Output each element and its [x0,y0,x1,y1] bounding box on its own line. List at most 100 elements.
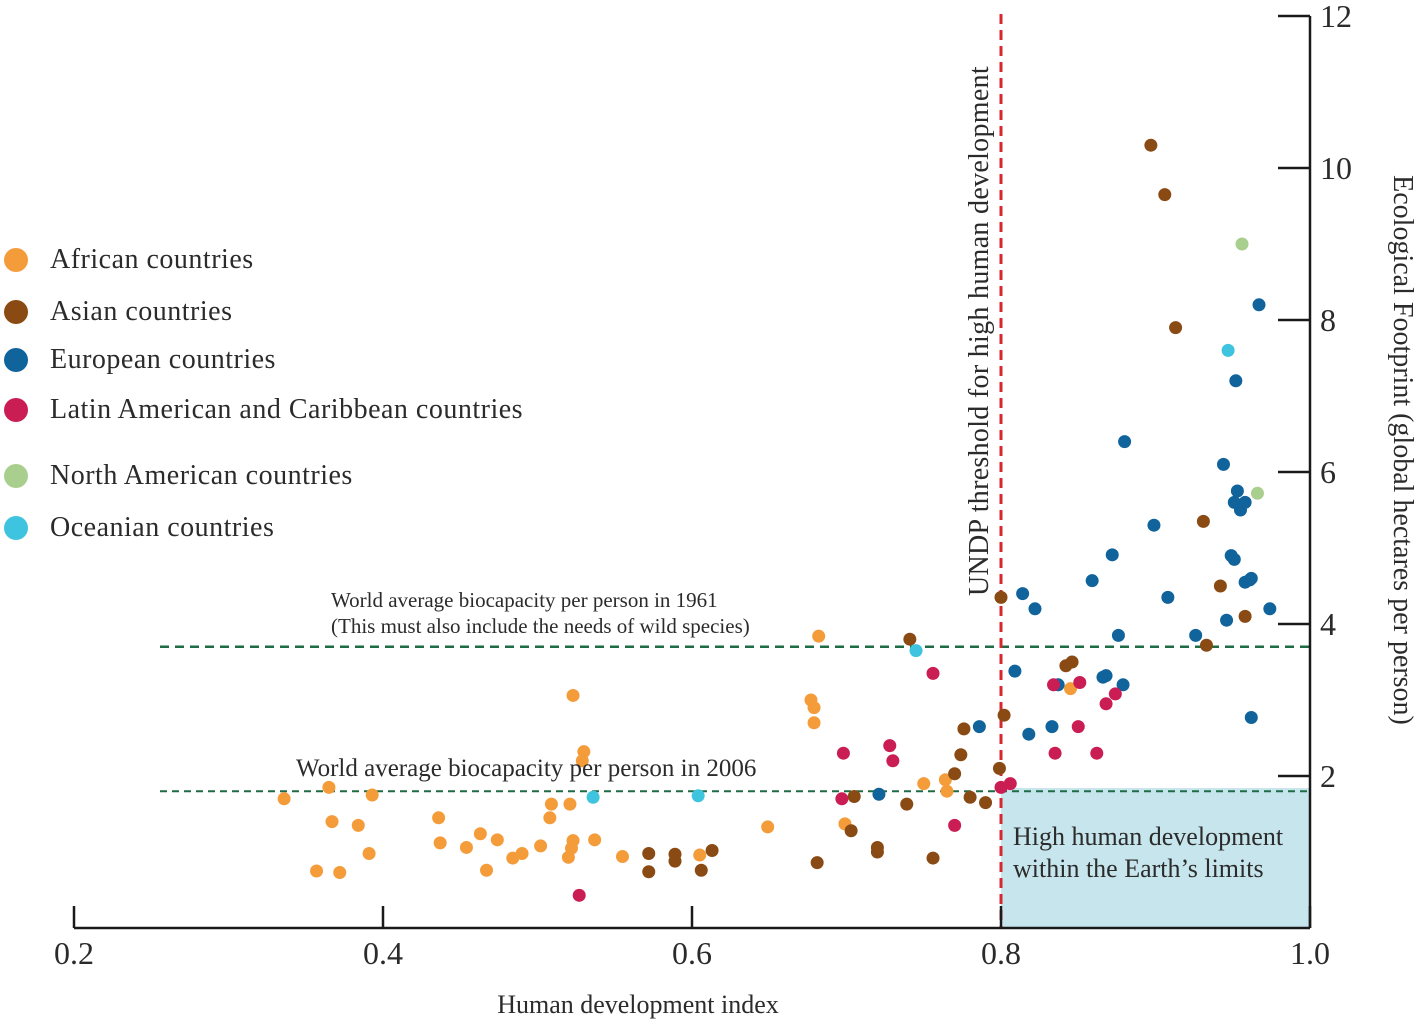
data-point [694,863,708,877]
data-point [1144,138,1158,152]
legend-item: Asian countries [4,295,232,329]
legend-label: Latin American and Caribbean countries [50,394,524,425]
data-point [693,848,707,862]
data-point [1216,457,1230,471]
high-development-zone [1001,788,1310,928]
data-point [1108,687,1122,701]
legend-marker [4,248,28,272]
data-point [1008,664,1022,678]
y-tick-label: 4 [1320,606,1336,642]
y-tick-label: 6 [1320,454,1336,490]
data-point [333,866,347,880]
data-point [322,780,336,794]
data-point [1064,682,1078,696]
data-point [1099,669,1113,683]
data-point [277,792,291,806]
data-point [1118,435,1132,449]
data-point [473,827,487,841]
data-point [642,865,656,879]
data-point [351,818,365,832]
series-1 [642,138,1252,879]
data-point [325,815,339,829]
data-point [979,796,993,810]
data-point [1263,602,1277,616]
data-point [1022,727,1036,741]
data-point [572,888,586,902]
data-point [310,864,324,878]
x-tick-label: 1.0 [1290,935,1330,971]
y-tick-label: 12 [1320,0,1352,34]
legend-marker [4,300,28,324]
data-point [362,847,376,861]
data-point [1221,343,1235,357]
box-label-line-2: within the Earth’s limits [1013,854,1264,883]
series-3 [572,666,1122,902]
series-0 [277,629,1078,880]
data-point [566,688,580,702]
data-point [1085,574,1099,588]
data-point [1196,514,1210,528]
legend-item: Latin American and Caribbean countries [4,393,523,427]
data-point [963,790,977,804]
data-point [940,784,954,798]
data-point [1111,628,1125,642]
data-point [938,773,952,787]
data-point [642,847,656,861]
data-point [900,797,914,811]
data-point [1220,613,1234,627]
data-point [1252,298,1266,312]
legend-item: North American countries [4,459,353,493]
data-point [812,629,826,643]
series-4 [1235,237,1264,500]
data-point [886,754,900,768]
biocapacity-2006-label: World average biocapacity per person in … [296,755,756,782]
data-point [872,787,886,801]
data-point [1229,374,1243,388]
y-axis-label: Ecological Footprint (global hectares pe… [1387,175,1416,725]
data-point [577,745,591,759]
data-point [615,850,629,864]
data-point [566,834,580,848]
biocapacity-1961-label: World average biocapacity per person in … [331,588,718,612]
data-point [1189,628,1203,642]
legend-marker [4,348,28,372]
data-point [844,824,858,838]
data-point [1045,720,1059,734]
data-point [948,818,962,832]
legend-label: North American countries [50,460,353,491]
data-point [836,746,850,760]
y-tick-label: 10 [1320,150,1352,186]
data-point [1099,697,1113,711]
x-tick-label: 0.8 [981,935,1021,971]
x-tick-label: 0.6 [672,935,712,971]
data-point [810,856,824,870]
x-tick-label: 0.2 [54,935,94,971]
data-point [1028,602,1042,616]
data-point [1238,609,1252,623]
data-point [883,739,897,753]
data-point [994,590,1008,604]
legend-label: Oceanian countries [50,512,275,543]
biocapacity-1961-note: (This must also include the needs of wil… [331,614,750,638]
y-tick-label: 2 [1320,758,1336,794]
data-point [668,847,682,861]
data-point [807,716,821,730]
data-point [761,820,775,834]
legend-marker [4,464,28,488]
data-point [835,792,849,806]
data-point [1161,590,1175,604]
data-point [586,790,600,804]
data-point [807,701,821,715]
data-point [691,789,705,803]
y-tick-label: 8 [1320,302,1336,338]
data-point [1147,518,1161,532]
data-point [1227,552,1241,566]
data-point [917,777,931,791]
data-point [544,797,558,811]
data-point [957,722,971,736]
data-point [1244,571,1258,585]
data-point [588,833,602,847]
data-point [870,845,884,859]
